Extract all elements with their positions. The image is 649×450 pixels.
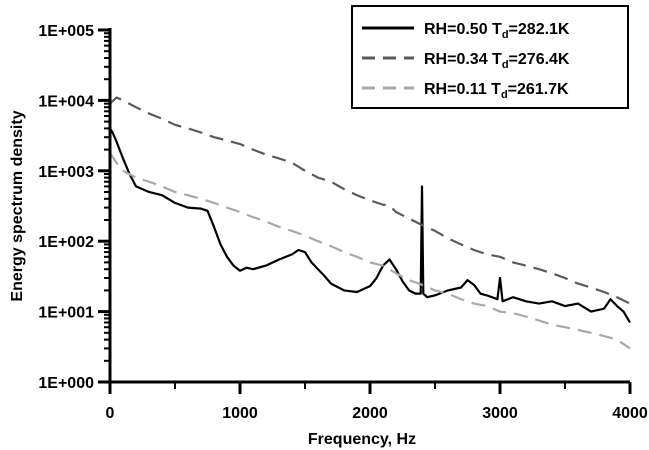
legend-label-1: RH=0.50 Td=282.1K xyxy=(424,21,570,41)
legend-box xyxy=(351,5,629,109)
y-tick-label: 1E+004 xyxy=(38,93,94,110)
series-line-2 xyxy=(109,96,631,305)
axes: 1E+000 1E+001 1E+002 1E+003 1E+004 1E+005 0 100… xyxy=(9,23,648,448)
y-axis-title: Energy spectrum density xyxy=(9,110,26,301)
x-tick-label: 2000 xyxy=(352,405,388,422)
legend: RH=0.50 Td=282.1K RH=0.34 Td=276.4K RH=0.1… xyxy=(351,5,629,109)
y-tick-label: 1E+003 xyxy=(38,164,94,181)
legend-label-2: RH=0.34 Td=276.4K xyxy=(424,51,570,71)
x-tick-label: 0 xyxy=(106,405,115,422)
series-line-3 xyxy=(109,152,631,350)
series-line-1 xyxy=(109,127,631,324)
y-tick-label: 1E+001 xyxy=(38,305,94,322)
x-axis-title: Frequency, Hz xyxy=(308,431,416,448)
y-tick-label: 1E+000 xyxy=(38,375,94,392)
legend-label-3: RH=0.11 Td=261.7K xyxy=(424,81,569,101)
x-tick-label: 1000 xyxy=(222,405,258,422)
x-tick-label: 4000 xyxy=(612,405,648,422)
y-tick-label: 1E+005 xyxy=(38,23,94,40)
series-lines xyxy=(109,96,631,350)
y-tick-label: 1E+002 xyxy=(38,234,94,251)
x-tick-label: 3000 xyxy=(482,405,518,422)
